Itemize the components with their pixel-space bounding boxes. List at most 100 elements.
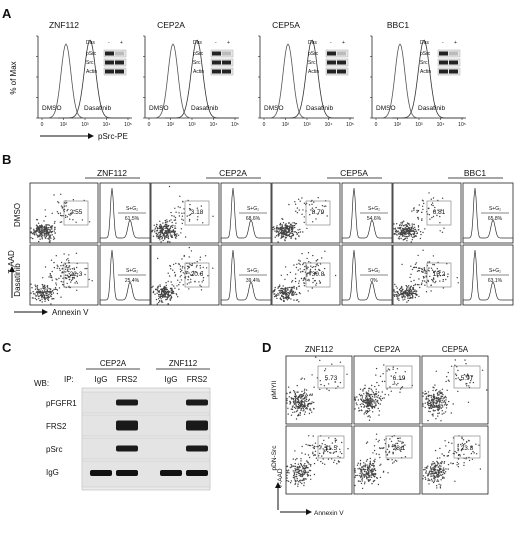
panel-d-event	[303, 477, 305, 480]
panel-d-event	[396, 460, 398, 462]
panel-b-event	[176, 285, 178, 287]
panel-d-event	[363, 476, 365, 478]
panel-b-event	[291, 232, 293, 234]
panel-d-event	[374, 398, 377, 401]
panel-d-event	[443, 472, 446, 475]
panel-b-event	[427, 261, 429, 263]
panel-d-event	[435, 475, 438, 477]
panel-d-event	[299, 481, 302, 483]
panel-d-event	[346, 373, 348, 375]
panel-d-event	[303, 413, 306, 415]
panel-b-event	[396, 291, 399, 294]
panel-d-event	[446, 403, 448, 406]
panel-b-event	[275, 231, 278, 233]
panel-b-event	[415, 262, 418, 264]
panel-a-hist-dmso	[165, 39, 237, 119]
panel-d-event	[433, 474, 435, 477]
panel-d-event	[465, 375, 467, 377]
panel-d-event	[430, 401, 432, 403]
panel-d-gate-value: 5.97	[461, 375, 474, 382]
panel-a-xtick-label: 10⁴	[437, 122, 445, 128]
panel-b-gate-value: 6.81	[433, 209, 446, 216]
panel-b-row-dasatinib: Dasatinib	[13, 263, 22, 297]
panel-b-event	[413, 236, 415, 238]
panel-b-event	[177, 263, 180, 265]
panel-d-event	[301, 401, 303, 403]
panel-d-event	[374, 468, 376, 470]
panel-b-event	[313, 201, 315, 203]
panel-b-event	[284, 296, 286, 298]
panel-b-event	[196, 260, 198, 263]
panel-b-event	[439, 222, 441, 224]
panel-b-event	[289, 286, 291, 289]
panel-a-hist-dmso	[392, 39, 464, 119]
panel-d-event	[434, 409, 436, 412]
panel-b-event	[291, 291, 293, 294]
panel-b-event	[66, 216, 69, 218]
panel-a-hist-dmso	[280, 39, 352, 119]
panel-d-event	[334, 437, 336, 440]
panel-d-event	[374, 394, 376, 396]
panel-c-ip-label: IP:	[64, 375, 74, 384]
panel-b-event	[33, 230, 35, 232]
panel-d-event	[296, 467, 299, 469]
panel-b-event	[40, 227, 43, 229]
panel-b-event	[189, 213, 192, 216]
panel-d-event	[437, 406, 440, 408]
panel-b-event	[315, 266, 317, 268]
panel-d-event	[441, 473, 444, 476]
panel-d-event	[431, 406, 434, 408]
panel-d-event	[362, 466, 364, 468]
panel-d-event	[456, 461, 458, 464]
panel-d-event	[372, 463, 375, 465]
panel-d-event	[438, 468, 441, 470]
panel-d-event	[298, 480, 301, 482]
panel-d-event	[443, 477, 445, 479]
panel-b-event	[307, 290, 309, 292]
panel-b-event	[296, 263, 298, 265]
panel-b-event	[421, 219, 423, 222]
panel-b-event	[302, 262, 305, 264]
panel-b-title-CEP5A: CEP5A	[340, 168, 368, 178]
panel-c-wb-label: WB:	[34, 379, 49, 388]
panel-b-event	[166, 219, 168, 221]
panel-d-event	[364, 401, 366, 404]
panel-d-event	[440, 484, 442, 486]
panel-b-event	[394, 294, 396, 296]
panel-b-event	[40, 229, 42, 231]
panel-b-event	[48, 234, 50, 236]
panel-d-event	[368, 387, 370, 390]
panel-b-event	[53, 266, 56, 269]
panel-b-event	[401, 263, 403, 266]
panel-b-event	[279, 226, 282, 229]
panel-d-event	[324, 444, 326, 446]
panel-b-event	[298, 292, 301, 294]
panel-b-event	[303, 285, 306, 287]
panel-b-event	[277, 230, 279, 232]
panel-d-event	[437, 471, 439, 474]
panel-b-event	[196, 264, 198, 267]
panel-b-event	[164, 292, 167, 294]
panel-b-event	[434, 270, 436, 272]
panel-d-event	[456, 366, 458, 368]
panel-d-event	[361, 472, 363, 475]
panel-d-event	[295, 418, 298, 420]
panel-d-event	[359, 468, 361, 470]
panel-b-event	[306, 275, 308, 277]
panel-b-event	[154, 229, 156, 231]
panel-b-event	[279, 222, 282, 225]
panel-d-event	[366, 441, 369, 443]
panel-d-event	[475, 443, 477, 445]
panel-b-event	[35, 285, 37, 288]
panel-d-event	[357, 468, 359, 470]
panel-d-event	[304, 395, 307, 397]
panel-d-event	[371, 384, 373, 387]
panel-d-event	[424, 467, 426, 469]
panel-d-event	[457, 463, 460, 465]
panel-b-event	[414, 231, 416, 233]
panel-b-event	[39, 299, 41, 302]
panel-b-event	[295, 231, 298, 234]
panel-b-event	[273, 295, 276, 298]
panel-d-event	[297, 406, 299, 409]
panel-d-event	[443, 455, 445, 457]
